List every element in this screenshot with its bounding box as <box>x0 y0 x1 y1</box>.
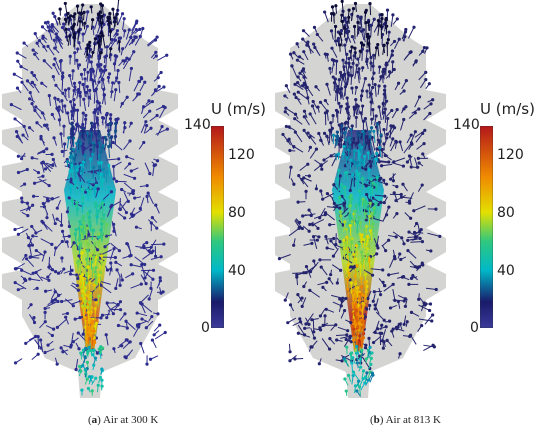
caption-text-a: Air at 300 K <box>102 414 159 426</box>
caption-label-a: a <box>91 414 98 426</box>
colorbar-tick-40-a: 40 <box>228 263 246 279</box>
velocity-field-b <box>275 0 446 398</box>
caption-text-b: Air at 813 K <box>385 414 441 426</box>
colorbar-tick-80-a: 80 <box>228 205 246 221</box>
colorbar-tick-0-a: 0 <box>201 320 210 336</box>
velocity-field-a <box>2 0 178 398</box>
panel-b: U (m/s) 140 120 80 40 0 (b) Air at 813 K <box>275 0 550 434</box>
caption-a: (a) Air at 300 K <box>88 414 159 426</box>
colorbar-title-a: U (m/s) <box>211 100 266 118</box>
colorbar-tick-40-b: 40 <box>497 263 515 279</box>
colorbar-tick-120-a: 120 <box>228 147 255 163</box>
caption-label-b: b <box>373 414 380 426</box>
caption-b: (b) Air at 813 K <box>370 414 441 426</box>
colorbar-a <box>211 126 224 328</box>
colorbar-b <box>480 126 493 328</box>
panel-a: U (m/s) 140 120 80 40 0 (a) Air at 300 K <box>2 0 266 426</box>
colorbar-tick-140-b: 140 <box>453 117 480 133</box>
velocity-arrows <box>9 0 169 396</box>
colorbar-tick-0-b: 0 <box>470 320 479 336</box>
velocity-arrows <box>277 0 442 397</box>
colorbar-tick-80-b: 80 <box>497 205 515 221</box>
colorbar-tick-140-a: 140 <box>184 117 211 133</box>
colorbar-tick-120-b: 120 <box>497 147 524 163</box>
colorbar-title-b: U (m/s) <box>480 100 535 118</box>
